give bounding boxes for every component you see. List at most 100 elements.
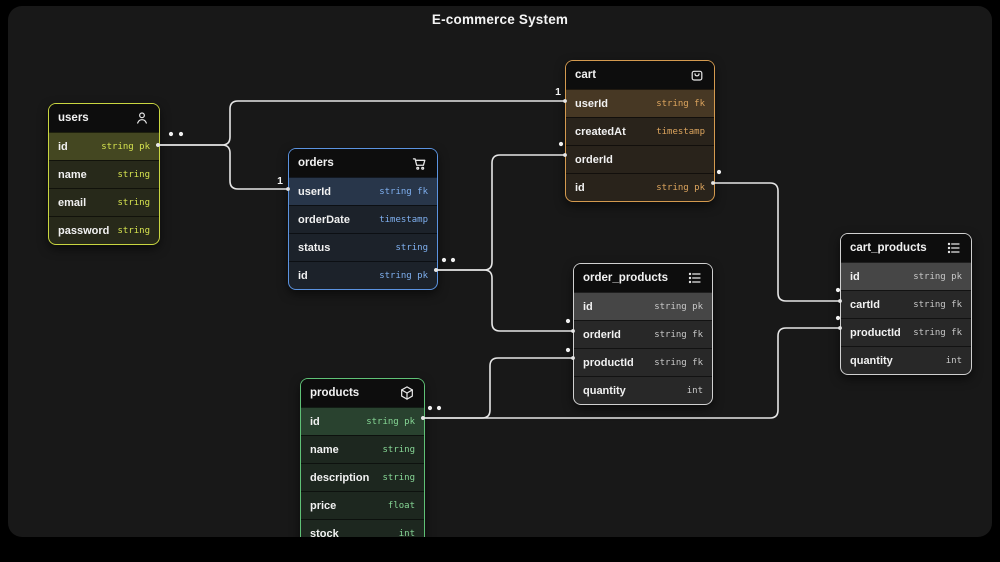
field-type: string fk bbox=[654, 357, 703, 368]
field-userId[interactable]: userId string fk bbox=[566, 89, 714, 117]
field-name: name bbox=[58, 168, 87, 181]
field-name: description bbox=[310, 471, 370, 484]
table-users[interactable]: users id string pk name string email string pa… bbox=[48, 103, 160, 245]
field-name: productId bbox=[850, 326, 901, 339]
table-orders[interactable]: orders userId string fk orderDate timestamp… bbox=[288, 148, 438, 290]
field-createdAt[interactable]: createdAt timestamp bbox=[566, 117, 714, 145]
field-type: string fk bbox=[379, 186, 428, 197]
field-email[interactable]: email string bbox=[49, 188, 159, 216]
cardinality-dot bbox=[168, 131, 174, 137]
table-title: order_products bbox=[583, 272, 668, 284]
table-title: cart_products bbox=[850, 242, 927, 254]
field-type: string pk bbox=[913, 271, 962, 282]
field-name: userId bbox=[575, 97, 609, 110]
connection-users-id-to-orders-userId bbox=[158, 144, 288, 190]
field-type: string bbox=[382, 472, 415, 483]
field-id[interactable]: id string pk bbox=[574, 292, 712, 320]
field-name: id bbox=[310, 415, 320, 428]
field-stock[interactable]: stock int bbox=[301, 519, 424, 537]
field-type: string pk bbox=[379, 270, 428, 281]
field-type: string bbox=[382, 444, 415, 455]
table-cart_products[interactable]: cart_products id string pk cartId string fk… bbox=[840, 233, 972, 375]
field-type: string bbox=[117, 197, 150, 208]
field-name: password bbox=[58, 224, 110, 237]
table-header: users bbox=[49, 104, 159, 132]
field-id[interactable]: id string pk bbox=[49, 132, 159, 160]
field-name: quantity bbox=[583, 384, 626, 397]
table-header: orders bbox=[289, 149, 437, 177]
field-name: orderDate bbox=[298, 213, 350, 226]
field-name: name bbox=[310, 443, 339, 456]
table-title: orders bbox=[298, 157, 334, 169]
user-icon bbox=[134, 110, 150, 126]
connection-cart-id-to-cartproducts-cartId bbox=[713, 182, 840, 302]
field-name: createdAt bbox=[575, 125, 626, 138]
field-type: string bbox=[117, 225, 150, 236]
field-name: orderId bbox=[575, 153, 613, 166]
cardinality-dot bbox=[558, 141, 564, 147]
field-name[interactable]: name string bbox=[49, 160, 159, 188]
table-title: products bbox=[310, 387, 360, 399]
field-name[interactable]: name string bbox=[301, 435, 424, 463]
field-name: stock bbox=[310, 527, 339, 538]
field-name: orderId bbox=[583, 328, 621, 341]
field-price[interactable]: price float bbox=[301, 491, 424, 519]
field-name: id bbox=[58, 140, 68, 153]
list-icon bbox=[687, 270, 703, 286]
diagram-title: E-commerce System bbox=[431, 12, 569, 27]
field-id[interactable]: id string pk bbox=[301, 407, 424, 435]
cardinality-dot bbox=[565, 318, 571, 324]
field-type: string pk bbox=[654, 301, 703, 312]
field-cartId[interactable]: cartId string fk bbox=[841, 290, 971, 318]
field-quantity[interactable]: quantity int bbox=[574, 376, 712, 404]
cardinality-dot bbox=[436, 405, 442, 411]
field-name: id bbox=[583, 300, 593, 313]
table-title: cart bbox=[575, 69, 597, 81]
cardinality-label: 1 bbox=[277, 175, 283, 187]
table-cart[interactable]: cart userId string fk createdAt timestamp or… bbox=[565, 60, 715, 202]
field-description[interactable]: description string bbox=[301, 463, 424, 491]
field-name: id bbox=[850, 270, 860, 283]
field-password[interactable]: password string bbox=[49, 216, 159, 244]
field-type: timestamp bbox=[379, 214, 428, 225]
field-name: email bbox=[58, 196, 87, 209]
cardinality-dot bbox=[565, 347, 571, 353]
shopping-bag-icon bbox=[689, 67, 705, 83]
field-productId[interactable]: productId string fk bbox=[841, 318, 971, 346]
field-name: cartId bbox=[850, 298, 880, 311]
field-userId[interactable]: userId string fk bbox=[289, 177, 437, 205]
field-name: status bbox=[298, 241, 331, 254]
field-orderId[interactable]: orderId bbox=[566, 145, 714, 173]
field-type: string bbox=[395, 242, 428, 253]
field-type: string fk bbox=[654, 329, 703, 340]
field-productId[interactable]: productId string fk bbox=[574, 348, 712, 376]
table-header: cart bbox=[566, 61, 714, 89]
field-type: float bbox=[387, 500, 415, 511]
field-type: string pk bbox=[656, 182, 705, 193]
table-header: order_products bbox=[574, 264, 712, 292]
diagram-canvas[interactable]: E-commerce System 1 1 users id string pk na… bbox=[8, 6, 992, 537]
field-name: id bbox=[575, 181, 585, 194]
field-type: string pk bbox=[366, 416, 415, 427]
field-orderDate[interactable]: orderDate timestamp bbox=[289, 205, 437, 233]
field-type: string pk bbox=[101, 141, 150, 152]
field-orderId[interactable]: orderId string fk bbox=[574, 320, 712, 348]
field-id[interactable]: id string pk bbox=[289, 261, 437, 289]
list-icon bbox=[946, 240, 962, 256]
cardinality-dot bbox=[427, 405, 433, 411]
connection-orders-id-to-orderproducts-orderId bbox=[436, 269, 573, 332]
shopping-cart-icon bbox=[411, 155, 428, 172]
field-id[interactable]: id string pk bbox=[841, 262, 971, 290]
table-products[interactable]: products id string pk name string descriptio… bbox=[300, 378, 425, 537]
field-name: quantity bbox=[850, 354, 893, 367]
field-id[interactable]: id string pk bbox=[566, 173, 714, 201]
package-icon bbox=[399, 385, 415, 401]
table-header: products bbox=[301, 379, 424, 407]
field-name: id bbox=[298, 269, 308, 282]
connection-users-id-to-cart-userId bbox=[158, 100, 565, 146]
field-type: string bbox=[117, 169, 150, 180]
table-order_products[interactable]: order_products id string pk orderId string … bbox=[573, 263, 713, 405]
field-quantity[interactable]: quantity int bbox=[841, 346, 971, 374]
field-status[interactable]: status string bbox=[289, 233, 437, 261]
connection-orders-id-to-cart-orderId bbox=[436, 154, 565, 271]
